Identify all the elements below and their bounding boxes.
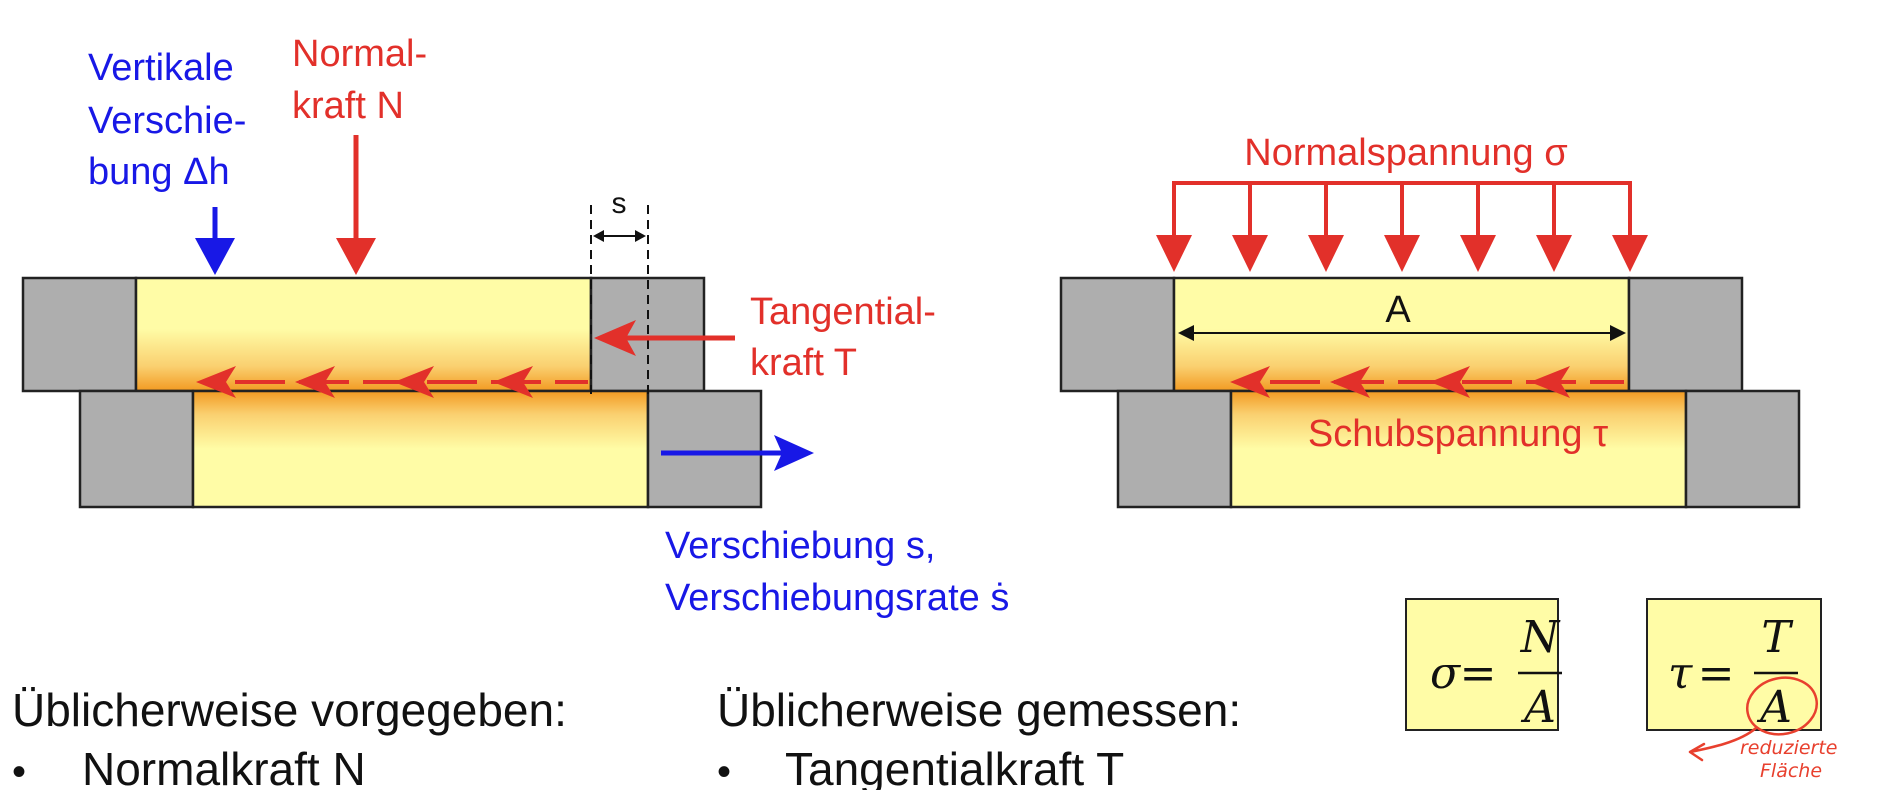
normal-stress-arrows (1156, 181, 1648, 272)
area-arrow-head-right (1610, 325, 1626, 341)
given-item: Normalkraft N (82, 743, 366, 790)
tau-lhs: τ (1668, 648, 1693, 699)
gap-arrow-head-left (593, 230, 604, 242)
lower-soil-sample (1229, 389, 1688, 509)
area-circle-mark (1746, 676, 1818, 736)
stress-arrow-head (1156, 235, 1192, 272)
left-shear-box: s Vertikale Verschie- bung Δh Normal- (21, 33, 1009, 619)
shear-arrow-head (493, 366, 533, 398)
upper-soil-sample (1172, 276, 1631, 393)
stress-arrow-head (1384, 235, 1420, 272)
upper-left-frame (1059, 276, 1176, 393)
area-arrow-head-left (1178, 325, 1194, 341)
normal-force-label: Normal- kraft N (292, 33, 438, 127)
tau-denominator: A (1756, 682, 1792, 733)
sigma-formula-box: σ = N A (1405, 598, 1562, 733)
tangential-force-arrow-head (594, 320, 636, 356)
right-shear-box: Normalspannung σ A Schubspannung τ (1059, 132, 1801, 509)
normal-stress-label: Normalspannung σ (1244, 132, 1567, 174)
tau-equals: = (1698, 648, 1735, 699)
shear-arrow-head (196, 366, 236, 398)
tau-formula-box: τ = T A (1646, 598, 1822, 733)
stress-arrow-head (1612, 235, 1648, 272)
area-label: A (1385, 289, 1411, 331)
given-bullet: • (12, 750, 26, 790)
stress-arrow-head (1308, 235, 1344, 272)
displacement-label: Verschiebung s, Verschiebungsrate ṡ (665, 525, 1009, 619)
shear-arrow-head (295, 366, 335, 398)
left-shear-arrows (196, 366, 588, 398)
vertical-displacement-label: Vertikale Verschie- bung Δh (88, 47, 257, 193)
lower-left-frame (78, 389, 195, 509)
given-heading: Üblicherweise vorgegeben: (12, 684, 567, 736)
measured-list: Üblicherweise gemessen: • Tangentialkraf… (717, 684, 1241, 790)
sigma-numerator: N (1520, 612, 1561, 663)
shear-arrow-head (394, 366, 434, 398)
vertical-displacement-arrow-head (195, 238, 235, 275)
stress-arrow-head (1232, 235, 1268, 272)
upper-left-frame (21, 276, 138, 393)
stress-arrow-head (1460, 235, 1496, 272)
annotation-text: reduzierte Fläche (1740, 737, 1844, 782)
shear-stress-label: Schubspannung τ (1308, 413, 1608, 455)
gap-label: s (612, 187, 627, 220)
measured-heading: Üblicherweise gemessen: (717, 684, 1241, 736)
sigma-denominator: A (1520, 682, 1556, 733)
displacement-arrow-head (774, 435, 814, 471)
annotation-pointer (1688, 726, 1758, 762)
stress-arrow-head (1536, 235, 1572, 272)
shear-arrow-head (1230, 366, 1270, 398)
tangential-force-label: Tangential- kraft T (750, 291, 946, 384)
handwritten-annotation: reduzierte Fläche (1688, 676, 1844, 782)
lower-right-frame (646, 389, 763, 509)
shear-arrow-head (1530, 366, 1570, 398)
right-shear-arrows (1230, 366, 1624, 398)
measured-item: Tangentialkraft T (785, 743, 1124, 790)
given-list: Üblicherweise vorgegeben: • Normalkraft … (12, 684, 567, 790)
tau-numerator: T (1761, 612, 1794, 663)
shear-arrow-head (1430, 366, 1470, 398)
lower-soil-sample (191, 389, 650, 509)
upper-soil-sample (134, 276, 593, 393)
lower-left-frame (1116, 389, 1233, 509)
lower-right-frame (1684, 389, 1801, 509)
normal-force-arrow-head (336, 238, 376, 275)
gap-arrow-head-right (635, 230, 646, 242)
sigma-equals: = (1460, 648, 1497, 699)
upper-right-frame (1627, 276, 1744, 393)
sigma-lhs: σ (1430, 648, 1462, 699)
shear-arrow-head (1330, 366, 1370, 398)
measured-bullet: • (717, 750, 731, 790)
